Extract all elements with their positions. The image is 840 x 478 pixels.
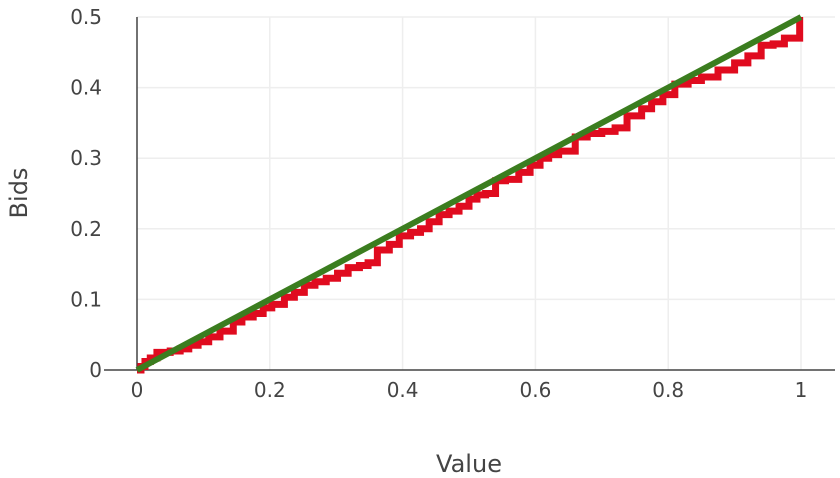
x-tick-label: 0.8 bbox=[652, 378, 684, 402]
grid-lines bbox=[137, 16, 835, 370]
y-tick-label: 0.5 bbox=[70, 5, 102, 29]
series-layer bbox=[135, 14, 804, 374]
y-tick-label: 0.4 bbox=[70, 76, 102, 100]
x-tick-label: 0.4 bbox=[387, 378, 419, 402]
y-tick-label: 0.1 bbox=[70, 287, 102, 311]
y-tick-label: 0.2 bbox=[70, 217, 102, 241]
y-axis-title: Bids bbox=[5, 168, 33, 219]
x-tick-label: 0.6 bbox=[519, 378, 551, 402]
y-tick-label: 0.3 bbox=[70, 146, 102, 170]
x-tick-label: 0 bbox=[131, 378, 144, 402]
series-line-step bbox=[137, 17, 804, 374]
x-tick-label: 0.2 bbox=[254, 378, 286, 402]
tick-labels: 0 0.2 0.4 0.6 0.8 1 0 0.1 0.2 0.3 0.4 0.5 bbox=[70, 5, 807, 402]
y-tick-label: 0 bbox=[89, 358, 102, 382]
x-axis-title: Value bbox=[436, 450, 502, 478]
axes bbox=[104, 17, 835, 371]
x-tick-label: 1 bbox=[795, 378, 808, 402]
series-line-diagonal bbox=[135, 14, 803, 373]
